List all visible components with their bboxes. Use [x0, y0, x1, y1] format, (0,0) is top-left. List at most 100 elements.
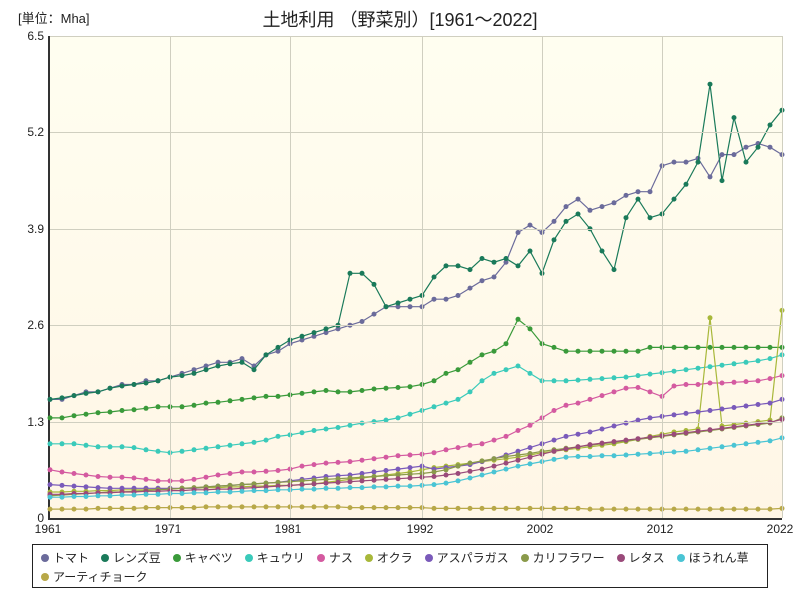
series-marker	[756, 402, 761, 407]
legend-dot-icon	[41, 554, 49, 562]
series-marker	[744, 160, 749, 165]
series-marker	[576, 454, 581, 459]
series-marker	[336, 480, 341, 485]
series-marker	[684, 449, 689, 454]
series-marker	[588, 442, 593, 447]
series-marker	[468, 389, 473, 394]
series-marker	[204, 490, 209, 495]
series-marker	[300, 391, 305, 396]
series-marker	[588, 454, 593, 459]
series-marker	[192, 477, 197, 482]
series-marker	[696, 382, 701, 387]
series-marker	[360, 319, 365, 324]
series-marker	[552, 219, 557, 224]
series-marker	[600, 453, 605, 458]
series-marker	[492, 371, 497, 376]
series-marker	[120, 444, 125, 449]
series-marker	[684, 182, 689, 187]
series-marker	[276, 345, 281, 350]
series-line	[50, 310, 782, 492]
series-marker	[444, 371, 449, 376]
series-marker	[84, 443, 89, 448]
series-marker	[240, 441, 245, 446]
series-marker	[492, 438, 497, 443]
series-marker	[576, 432, 581, 437]
series-marker	[396, 301, 401, 306]
series-marker	[348, 485, 353, 490]
series-marker	[732, 152, 737, 157]
series-marker	[48, 467, 53, 472]
series-marker	[264, 488, 269, 493]
series-marker	[576, 444, 581, 449]
series-marker	[528, 371, 533, 376]
series-marker	[408, 465, 413, 470]
series-marker	[120, 384, 125, 389]
series-marker	[636, 373, 641, 378]
legend-item: キュウリ	[245, 549, 305, 566]
series-marker	[492, 349, 497, 354]
series-marker	[612, 453, 617, 458]
series-marker	[264, 438, 269, 443]
gridline-h	[50, 229, 782, 230]
series-marker	[492, 464, 497, 469]
series-marker	[456, 471, 461, 476]
series-marker	[348, 389, 353, 394]
series-marker	[300, 334, 305, 339]
series-marker	[96, 493, 101, 498]
series-marker	[612, 267, 617, 272]
series-marker	[528, 461, 533, 466]
x-axis-label: 1961	[35, 522, 62, 536]
series-marker	[132, 493, 137, 498]
series-marker	[768, 145, 773, 150]
series-marker	[240, 489, 245, 494]
series-marker	[48, 397, 53, 402]
series-marker	[480, 506, 485, 511]
series-marker	[396, 415, 401, 420]
series-marker	[456, 464, 461, 469]
series-marker	[696, 160, 701, 165]
series-marker	[192, 403, 197, 408]
gridline-v	[542, 36, 543, 518]
series-marker	[552, 237, 557, 242]
chart-lines	[50, 36, 782, 518]
series-marker	[684, 382, 689, 387]
series-marker	[588, 377, 593, 382]
series-marker	[600, 393, 605, 398]
series-marker	[612, 424, 617, 429]
legend-label: トマト	[53, 549, 89, 566]
series-marker	[96, 410, 101, 415]
series-marker	[516, 506, 521, 511]
series-marker	[468, 506, 473, 511]
series-marker	[348, 459, 353, 464]
series-marker	[324, 427, 329, 432]
series-marker	[624, 215, 629, 220]
series-marker	[252, 504, 257, 509]
series-marker	[132, 506, 137, 511]
series-marker	[180, 505, 185, 510]
series-marker	[672, 384, 677, 389]
series-marker	[192, 505, 197, 510]
series-marker	[732, 115, 737, 120]
series-marker	[372, 312, 377, 317]
series-marker	[648, 345, 653, 350]
series-marker	[216, 444, 221, 449]
series-marker	[672, 160, 677, 165]
series-marker	[240, 360, 245, 365]
series-marker	[624, 453, 629, 458]
series-marker	[432, 474, 437, 479]
series-marker	[696, 366, 701, 371]
series-marker	[552, 506, 557, 511]
series-marker	[756, 358, 761, 363]
series-marker	[516, 263, 521, 268]
series-marker	[732, 361, 737, 366]
series-marker	[216, 504, 221, 509]
series-marker	[504, 341, 509, 346]
series-marker	[588, 430, 593, 435]
series-marker	[120, 506, 125, 511]
series-marker	[696, 429, 701, 434]
series-marker	[372, 478, 377, 483]
series-marker	[720, 178, 725, 183]
legend-label: オクラ	[377, 549, 413, 566]
series-marker	[492, 456, 497, 461]
series-marker	[600, 249, 605, 254]
